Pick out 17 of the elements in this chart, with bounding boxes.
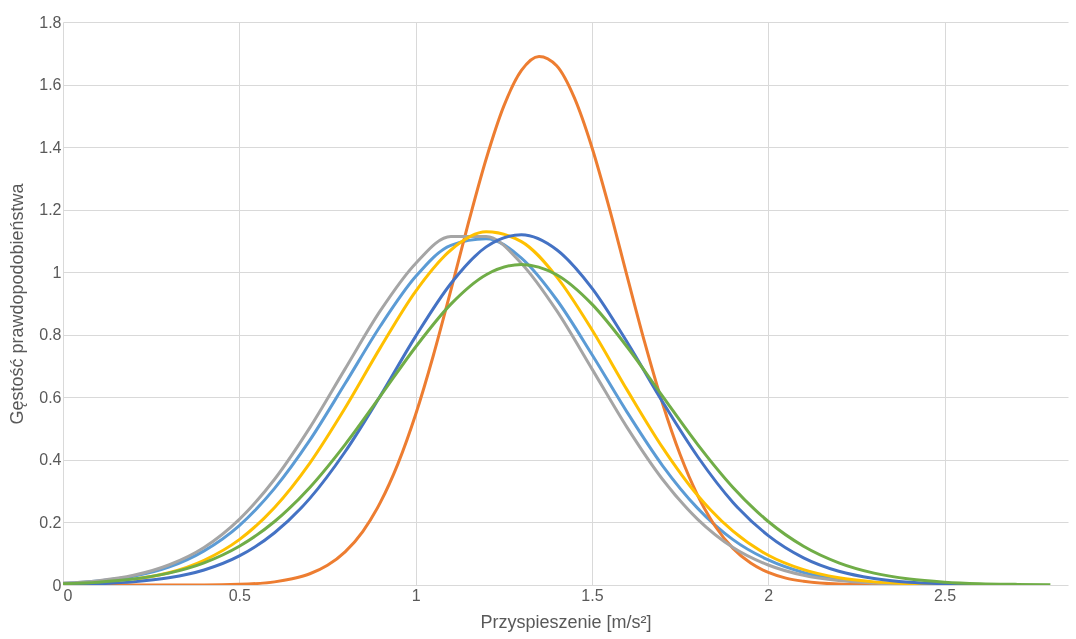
y-axis-title: Gęstość prawdopodobieństwa	[7, 182, 28, 425]
y-tick-label: 0.6	[39, 388, 62, 406]
x-axis-title: Przyspieszenie [m/s²]	[480, 611, 652, 632]
x-tick-label: 1	[411, 586, 421, 604]
x-tick-label: 2	[764, 586, 774, 604]
x-tick-label: 2.5	[933, 586, 957, 604]
y-tick-label: 1.8	[39, 13, 62, 31]
x-tick-label: 0	[63, 586, 73, 604]
y-tick-label: 1	[52, 263, 62, 281]
y-tick-label: 1.6	[39, 76, 62, 94]
y-tick-label: 1.4	[39, 138, 62, 156]
y-tick-label: 1.2	[39, 201, 62, 219]
y-tick-label: 0.2	[39, 513, 62, 531]
y-tick-label: 0.4	[39, 451, 62, 469]
x-tick-label: 0.5	[228, 586, 252, 604]
x-tick-label: 1.5	[581, 586, 604, 604]
y-tick-label: 0.8	[39, 326, 62, 344]
